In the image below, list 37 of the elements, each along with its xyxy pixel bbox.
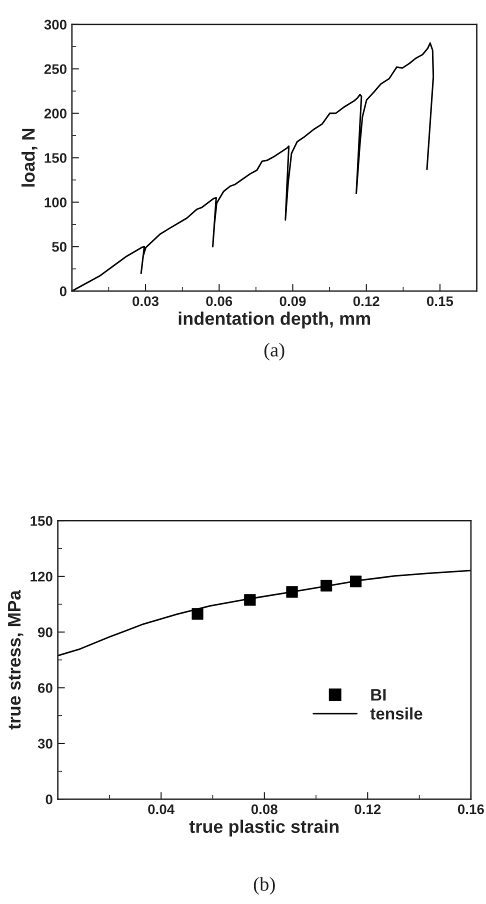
y-tick-label: 0 [60,286,66,296]
y-axis-title: load, N [22,128,38,187]
x-axis-title: true plastic strain [189,820,339,837]
x-tick-label: 0.06 [206,296,232,306]
y-axis-title: true stress, MPa [8,590,24,730]
y-tick-label: 250 [44,64,66,74]
y-tick-label: 50 [52,242,66,252]
y-tick-label: 120 [30,572,52,582]
y-tick-label: 150 [30,516,52,526]
text: (a) [264,342,284,360]
y-tick-label: 100 [44,198,66,208]
legend-label: BI [371,689,386,701]
x-tick-label: 0.16 [458,804,484,814]
legend-label: tensile [370,707,422,720]
line-series [72,42,434,292]
x-tick-label: 0.12 [354,804,381,814]
x-tick-label: 0.15 [426,296,454,306]
y-tick-label: 150 [44,153,66,163]
x-axis-title: indentation depth, mm [178,312,370,329]
y-tick-label: 200 [44,108,66,118]
point [244,594,256,606]
y-tick-label: 0 [46,794,52,804]
x-tick-label: 0.09 [280,296,306,306]
text: (b) [254,877,275,895]
x-tick-label: 0.03 [132,296,159,306]
y-tick-label: 60 [38,683,52,693]
x-tick-label: 0.08 [251,804,278,814]
y-tick-label: 300 [44,20,66,30]
point [320,580,332,592]
x-tick-label: 0.12 [353,296,380,306]
x-tick-label: 0.04 [148,804,175,814]
point [192,608,204,620]
y-tick-label: 30 [38,738,52,749]
y-tick-label: 90 [38,627,52,638]
point [286,586,298,598]
line-series [58,570,471,656]
point [350,576,362,588]
